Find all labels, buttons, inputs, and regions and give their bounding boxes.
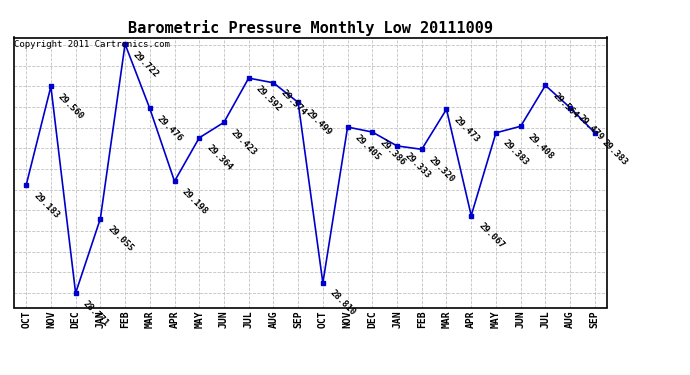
Text: 28.810: 28.810 [328,288,357,318]
Text: 28.771: 28.771 [81,298,110,328]
Text: 29.423: 29.423 [230,128,259,157]
Title: Barometric Pressure Monthly Low 20111009: Barometric Pressure Monthly Low 20111009 [128,20,493,36]
Text: 29.722: 29.722 [130,50,160,79]
Text: 29.386: 29.386 [378,138,407,167]
Text: 29.499: 29.499 [304,108,333,137]
Text: 29.364: 29.364 [205,143,234,172]
Text: 29.067: 29.067 [477,221,506,250]
Text: 29.320: 29.320 [427,155,457,184]
Text: 29.333: 29.333 [402,152,432,181]
Text: 29.473: 29.473 [452,115,481,144]
Text: 29.476: 29.476 [155,114,184,143]
Text: 29.564: 29.564 [551,91,580,120]
Text: 29.383: 29.383 [502,138,531,168]
Text: 29.479: 29.479 [575,113,605,142]
Text: 29.183: 29.183 [32,191,61,220]
Text: 29.383: 29.383 [600,138,629,168]
Text: 29.405: 29.405 [353,133,382,162]
Text: 29.408: 29.408 [526,132,555,161]
Text: 29.560: 29.560 [57,92,86,121]
Text: 29.198: 29.198 [180,187,209,216]
Text: 29.592: 29.592 [254,84,284,113]
Text: 29.574: 29.574 [279,88,308,117]
Text: 29.055: 29.055 [106,224,135,254]
Text: Copyright 2011 Cartronics.com: Copyright 2011 Cartronics.com [14,40,170,49]
